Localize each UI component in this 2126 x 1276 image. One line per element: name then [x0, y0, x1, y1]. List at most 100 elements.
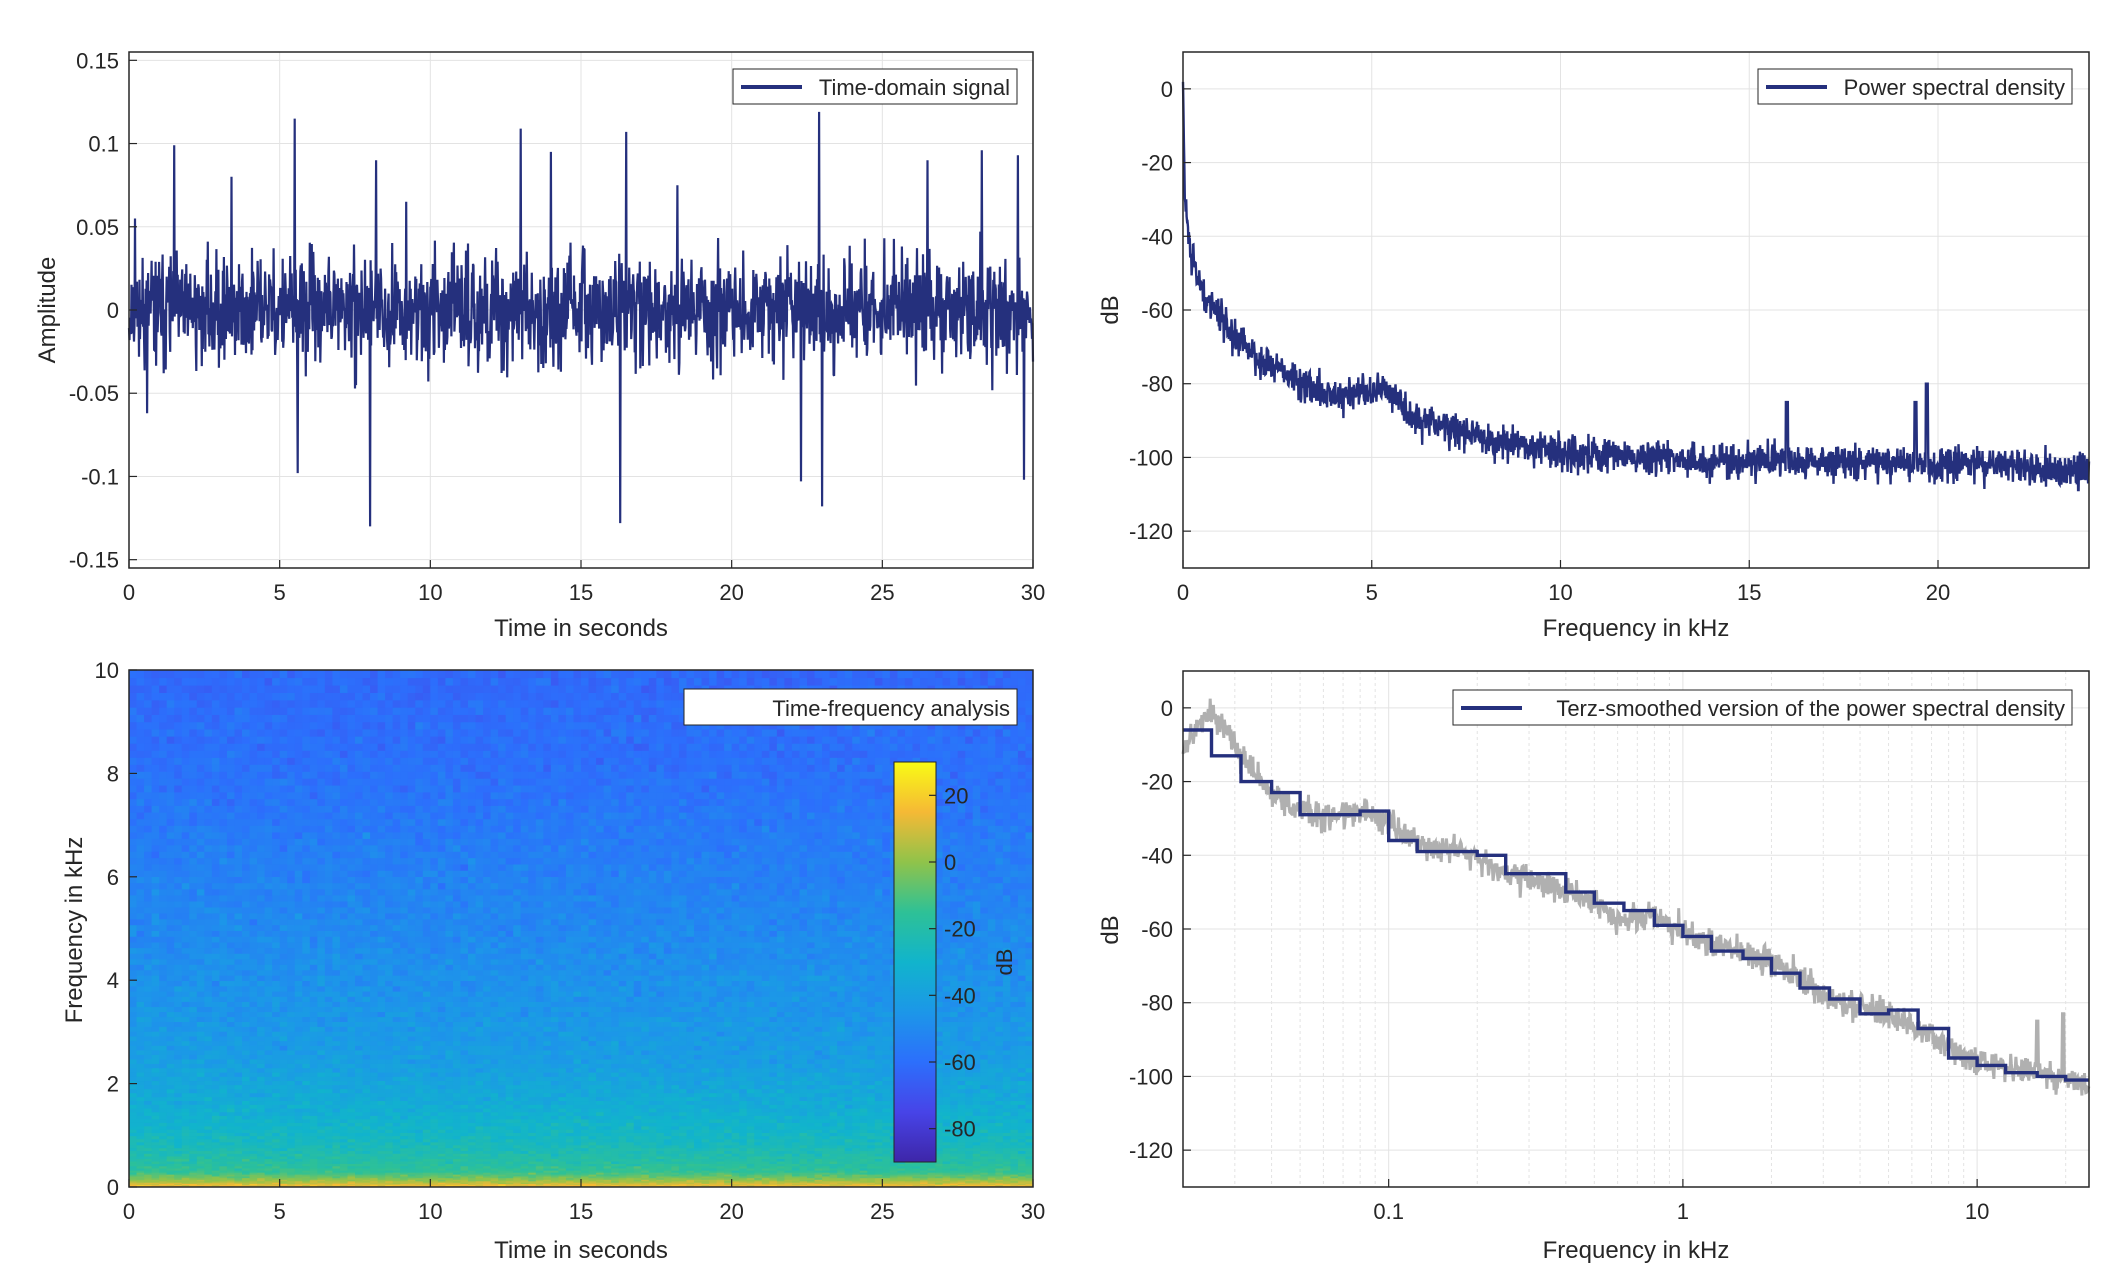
spectrogram-cell [204, 1135, 213, 1140]
spectrogram-cell [400, 1080, 409, 1086]
spectrogram-cell [324, 1182, 333, 1184]
spectrogram-cell [196, 1111, 205, 1116]
spectrogram-cell [400, 1180, 409, 1183]
spectrogram-cell [339, 1170, 349, 1173]
spectrogram-cell [242, 1111, 251, 1116]
spectrogram-cell [1002, 1135, 1011, 1140]
spectrogram-cell [641, 1118, 650, 1123]
spectrogram-cell [882, 1174, 891, 1177]
spectrogram-cell [769, 1088, 778, 1094]
spectrogram-cell [686, 1125, 695, 1130]
spectrogram-cell [468, 1167, 477, 1171]
spectrogram-cell [498, 1115, 507, 1120]
spectrogram-cell [400, 1092, 409, 1098]
spectrogram-cell [867, 1144, 876, 1149]
spectrogram-cell [550, 1153, 559, 1157]
spectrogram-cell [445, 1158, 454, 1162]
spectrogram-cell [882, 1180, 891, 1183]
spectrogram-cell [867, 1147, 876, 1152]
spectrogram-cell [1025, 1153, 1033, 1157]
spectrogram-cell [513, 1179, 522, 1182]
spectrogram-cell [407, 1147, 416, 1152]
spectrogram-cell [415, 1177, 424, 1180]
spectrogram-cell [226, 1138, 236, 1143]
spectrogram-cell [791, 1160, 801, 1164]
spectrogram-cell [279, 1155, 288, 1160]
spectrogram-cell [1025, 1182, 1033, 1184]
spectrogram-cell [370, 1174, 379, 1177]
spectrogram-cell [942, 1135, 951, 1140]
spectrogram-cell [882, 1122, 891, 1127]
spectrogram-cell [392, 1144, 401, 1149]
spectrogram-cell [279, 1180, 288, 1183]
spectrogram-cell [942, 1108, 951, 1113]
spectrogram-cell [242, 1118, 251, 1123]
spectrogram-cell [678, 1153, 688, 1157]
spectrogram-cell [392, 1177, 401, 1180]
spectrogram-cell [1025, 1144, 1033, 1149]
spectrogram-cell [957, 1172, 966, 1175]
spectrogram-cell [814, 1088, 823, 1094]
spectrogram-cell [1025, 1170, 1033, 1173]
spectrogram-cell [852, 1179, 861, 1182]
spectrogram-cell [498, 1118, 507, 1123]
spectrogram-cell [452, 1132, 462, 1137]
spectrogram-cell [287, 1080, 296, 1086]
spectrogram-cell [716, 1177, 725, 1180]
spectrogram-cell [694, 1155, 703, 1160]
spectrogram-cell [972, 1115, 981, 1120]
spectrogram-cell [166, 1100, 175, 1105]
spectrogram-cell [407, 1096, 416, 1102]
spectrogram-cell [716, 1080, 725, 1086]
spectrogram-cell [746, 1132, 755, 1137]
spectrogram-cell [791, 1179, 801, 1182]
spectrogram-cell [980, 1141, 989, 1146]
spectrogram-cell [671, 1088, 680, 1094]
spectrogram-cell [1010, 1132, 1019, 1137]
spectrogram-cell [543, 1144, 552, 1149]
spectrogram-cell [656, 1172, 665, 1175]
spectrogram-cell [422, 1088, 431, 1094]
spectrogram-cell [445, 1129, 454, 1133]
spectrogram-cell [882, 1167, 891, 1171]
spectrogram-cell [407, 1088, 416, 1094]
spectrogram-cell [558, 1125, 567, 1130]
spectrogram-cell [950, 1185, 959, 1187]
spectrogram-cell [671, 1129, 680, 1133]
spectrogram-cell [347, 1183, 356, 1186]
spectrogram-cell [581, 1100, 590, 1105]
spectrogram-cell [799, 1153, 808, 1157]
spectrogram-cell [663, 1175, 672, 1179]
spectrogram-cell [920, 1179, 929, 1182]
spectrogram-cell [694, 1135, 703, 1140]
spectrogram-cell [776, 1100, 785, 1105]
spectrogram-cell [392, 1080, 401, 1086]
spectrogram-cell [430, 1111, 439, 1116]
spectrogram-cell [874, 1084, 883, 1090]
spectrogram-cell [505, 1158, 514, 1162]
spectrogram-cell [483, 1111, 492, 1116]
spectrogram-cell [611, 1180, 620, 1183]
spectrogram-cell [904, 1165, 914, 1169]
spectrogram-cell [144, 1138, 153, 1143]
spectrogram-cell [769, 1165, 778, 1169]
spectrogram-cell [822, 1185, 831, 1187]
spectrogram-cell [1017, 1125, 1027, 1130]
spectrogram-cell [490, 1118, 499, 1123]
spectrogram-cell [144, 1088, 153, 1094]
spectrogram-cell [332, 1129, 341, 1133]
spectrogram-cell [573, 1158, 582, 1162]
spectrogram-cell [234, 1108, 243, 1113]
spectrogram-cell [317, 1184, 326, 1186]
spectrogram-cell [1025, 1158, 1033, 1162]
spectrogram-cell [663, 1177, 672, 1180]
spectrogram-cell [987, 1163, 996, 1167]
spectrogram-cell [935, 1158, 944, 1162]
spectrogram-cell [309, 1158, 318, 1162]
spectrogram-cell [844, 1147, 853, 1152]
spectrogram-cell [181, 1163, 190, 1167]
spectrogram-cell [709, 1174, 718, 1177]
spectrogram-cell [272, 1118, 281, 1123]
spectrogram-cell [972, 1182, 981, 1184]
spectrogram-cell [573, 1084, 582, 1090]
